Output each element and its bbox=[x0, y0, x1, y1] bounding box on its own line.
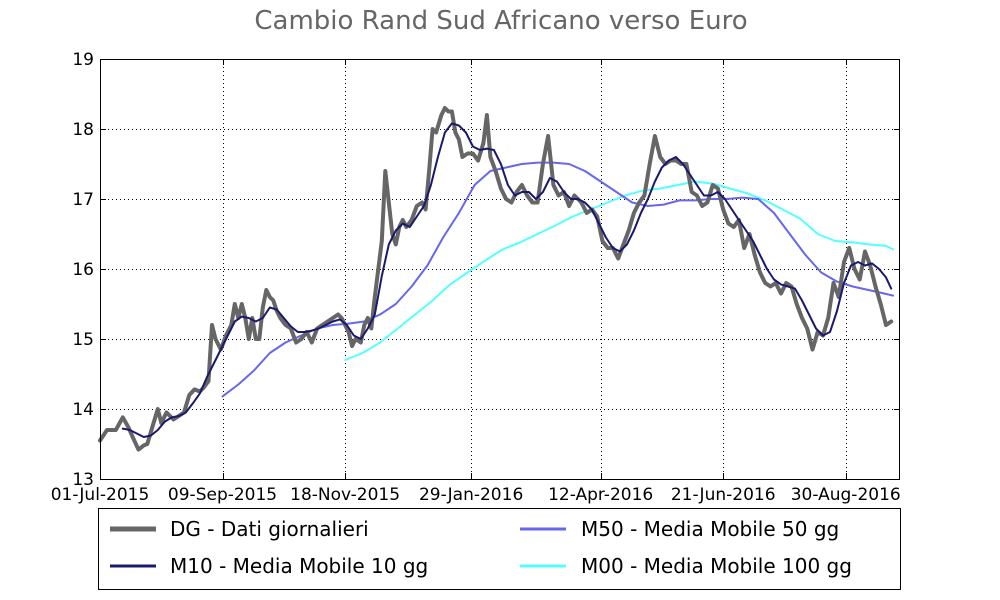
legend-label-m50: M50 - Media Mobile 50 gg bbox=[581, 517, 839, 541]
legend-label-m00: M00 - Media Mobile 100 gg bbox=[581, 554, 852, 578]
x-tick-label: 30-Aug-2016 bbox=[791, 485, 901, 505]
y-tick-label: 14 bbox=[72, 400, 94, 420]
x-tick-label: 01-Jul-2015 bbox=[51, 485, 150, 505]
legend-frame bbox=[98, 508, 901, 590]
series-line-m00 bbox=[344, 180, 894, 361]
grid bbox=[100, 59, 900, 479]
x-tick-label: 09-Sep-2015 bbox=[168, 485, 277, 505]
y-tick-label: 16 bbox=[72, 260, 94, 280]
x-tick-label: 18-Nov-2015 bbox=[290, 485, 400, 505]
y-tick-label: 17 bbox=[72, 190, 94, 210]
legend-label-m10: M10 - Media Mobile 10 gg bbox=[170, 554, 428, 578]
x-tick-labels: 01-Jul-2015 09-Sep-2015 18-Nov-2015 29-Jan-… bbox=[51, 485, 901, 505]
ticks bbox=[100, 59, 900, 480]
y-tick-label: 15 bbox=[72, 330, 94, 350]
series-line-dg bbox=[98, 106, 894, 452]
y-tick-label: 13 bbox=[72, 470, 94, 490]
series-line-m50 bbox=[221, 161, 894, 398]
legend-label-dg: DG - Dati giornalieri bbox=[170, 517, 369, 541]
x-tick-label: 29-Jan-2016 bbox=[419, 485, 523, 505]
chart-title: Cambio Rand Sud Africano verso Euro bbox=[254, 6, 747, 36]
x-tick-label: 12-Apr-2016 bbox=[548, 485, 653, 505]
x-tick-label: 21-Jun-2016 bbox=[671, 485, 776, 505]
legend: DG - Dati giornalieri M10 - Media Mobile… bbox=[98, 508, 901, 590]
series-line-m10 bbox=[121, 122, 893, 438]
y-tick-labels: 13 14 15 16 17 18 19 bbox=[72, 50, 94, 490]
y-tick-label: 19 bbox=[72, 50, 94, 70]
y-tick-label: 18 bbox=[72, 120, 94, 140]
series-group bbox=[98, 106, 894, 452]
